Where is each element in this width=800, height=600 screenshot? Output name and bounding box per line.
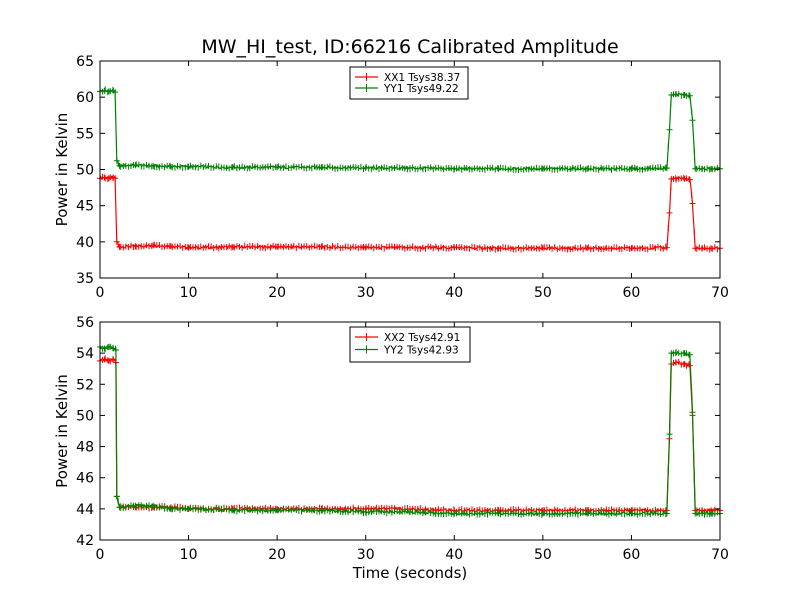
legend-label: XX1 Tsys38.37 xyxy=(384,72,460,84)
y-tick-label: 42 xyxy=(76,533,94,549)
y-tick-label: 56 xyxy=(76,315,94,331)
legend-box xyxy=(349,326,471,363)
x-tick-label: 0 xyxy=(96,547,105,563)
legend-label: YY2 Tsys42.93 xyxy=(383,345,459,357)
series-yy1 xyxy=(97,86,723,174)
y-tick-label: 50 xyxy=(76,408,94,424)
bottom-panel: 0 10 20 30 40 50 60 70 42 44 46 48 50 52 54 56 Power in … xyxy=(53,315,729,563)
y-tick-label: 35 xyxy=(76,271,94,287)
x-axis-label: Time (seconds) xyxy=(352,564,468,582)
x-tick-label: 20 xyxy=(268,547,286,563)
y-tick-label: 40 xyxy=(76,235,94,251)
y-tick-label: 54 xyxy=(76,346,94,362)
legend-label: XX2 Tsys42.91 xyxy=(384,332,460,344)
legend-label: YY1 Tsys49.22 xyxy=(383,83,459,95)
y-tick-label: 44 xyxy=(76,502,94,518)
x-tick-label: 60 xyxy=(623,285,641,301)
y-axis-label: Power in Kelvin xyxy=(53,374,71,488)
x-tick-label: 10 xyxy=(180,547,198,563)
x-tick-label: 0 xyxy=(96,285,105,301)
x-tick-label: 40 xyxy=(445,285,463,301)
y-tick-label: 52 xyxy=(76,377,94,393)
x-tick-label: 60 xyxy=(623,547,641,563)
x-tick-label: 70 xyxy=(711,285,729,301)
x-tick-label: 50 xyxy=(534,547,552,563)
x-tick-label: 20 xyxy=(268,285,286,301)
y-tick-label: 60 xyxy=(76,90,94,106)
plot-frame xyxy=(99,321,721,541)
y-tick-label: 48 xyxy=(76,440,94,456)
y-tick-label: 65 xyxy=(76,54,94,70)
y-axis-label: Power in Kelvin xyxy=(53,113,71,227)
x-tick-label: 10 xyxy=(180,285,198,301)
x-tick-label: 40 xyxy=(445,547,463,563)
figure-title: MW_HI_test, ID:66216 Calibrated Amplitud… xyxy=(201,36,618,58)
y-tick-label: 46 xyxy=(76,471,94,487)
top-panel: 0 10 20 30 40 50 60 70 35 40 45 50 55 60 65 Power in Ke… xyxy=(53,54,729,301)
x-tick-label: 50 xyxy=(534,285,552,301)
y-tick-label: 55 xyxy=(76,126,94,142)
x-tick-label: 30 xyxy=(357,547,375,563)
y-tick-label: 50 xyxy=(76,163,94,179)
legend-box xyxy=(349,66,469,100)
y-tick-label: 45 xyxy=(76,199,94,215)
x-tick-label: 30 xyxy=(357,285,375,301)
x-tick-label: 70 xyxy=(711,547,729,563)
